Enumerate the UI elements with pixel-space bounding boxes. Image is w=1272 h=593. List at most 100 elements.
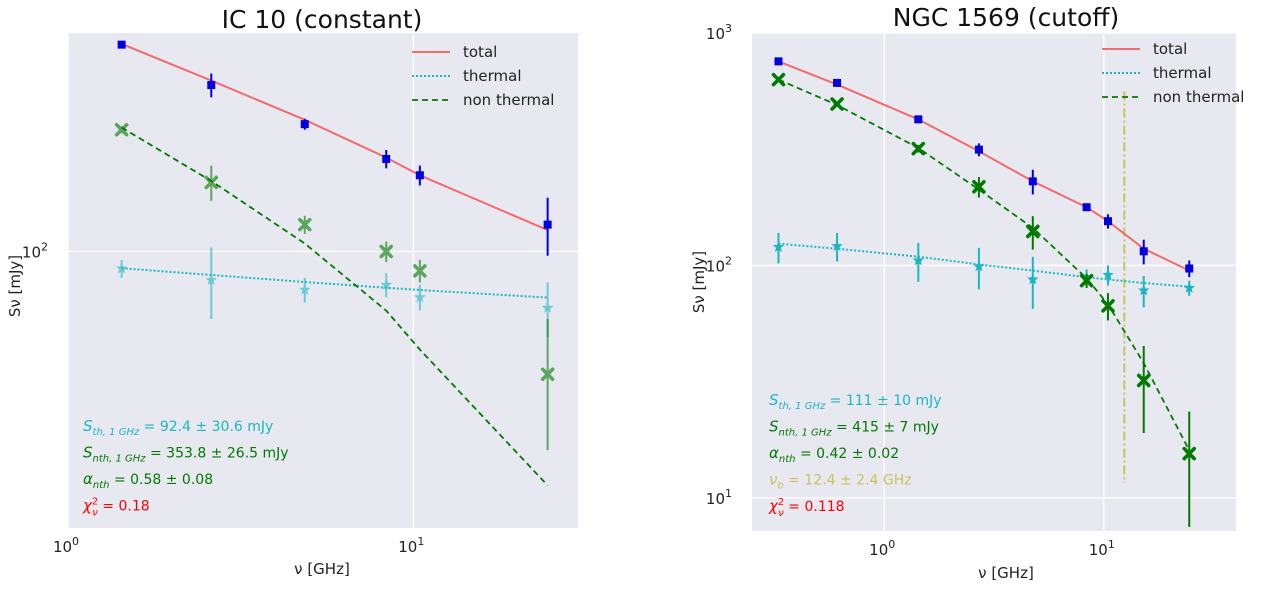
cross-marker (972, 179, 986, 194)
thermal-data-point (831, 232, 843, 262)
non-thermal-data-point (379, 241, 394, 263)
legend: total thermal non thermal (1102, 40, 1244, 106)
plot-area (752, 33, 1236, 531)
square-marker (543, 220, 552, 229)
x-tick-label: 100 (53, 535, 79, 556)
star-marker (115, 262, 128, 274)
plot-area (68, 33, 578, 528)
cross-marker (540, 367, 555, 382)
star-marker (541, 301, 554, 313)
square-marker (1139, 247, 1148, 256)
star-marker (380, 278, 392, 290)
total-data-point (300, 118, 309, 130)
thermal-data-point (973, 247, 985, 290)
cross-marker (771, 72, 786, 87)
thermal-data-point (380, 273, 392, 298)
y-axis-label: Sν [mJy] (6, 255, 24, 317)
square-marker (415, 171, 424, 180)
annotation: αnth = 0.58 ± 0.08 (83, 470, 213, 491)
series-total-line (121, 42, 548, 232)
total-data-point (415, 165, 424, 186)
square-marker (974, 145, 983, 154)
y-axis-label: Sν [mJy] (690, 251, 708, 313)
cross-marker (1079, 273, 1094, 288)
total-data-point (974, 143, 983, 157)
non-thermal-data-point (1136, 346, 1151, 434)
total-data-point (1082, 203, 1091, 212)
thermal-data-point (414, 284, 426, 311)
legend-entry: non thermal (463, 91, 554, 109)
star-marker (299, 283, 311, 295)
x-tick-label: 101 (398, 535, 424, 556)
chart-ngc1569: NGC 1569 (cutoff) ν [GHz] Sν [mJy] 100 10… (690, 3, 1244, 582)
cross-marker (1026, 224, 1040, 239)
star-marker (831, 240, 843, 251)
cross-marker (204, 175, 219, 190)
non-thermal-data-point (1101, 293, 1115, 321)
star-marker (205, 274, 217, 285)
square-marker (1185, 264, 1194, 273)
legend-entry: non thermal (1153, 88, 1244, 106)
square-marker (117, 40, 126, 49)
thermal-data-point (205, 247, 217, 319)
annotation: χ2 ν = 0.18 (82, 497, 150, 519)
star-marker (772, 241, 785, 252)
thermal-data-point (1102, 265, 1114, 286)
total-data-point (1139, 239, 1148, 265)
thermal-data-point (1027, 256, 1039, 309)
non-thermal-data-point (830, 97, 844, 111)
total-data-point (117, 40, 126, 49)
legend-entry: total (463, 43, 497, 61)
star-marker (1138, 284, 1150, 296)
non-thermal-data-point (1026, 216, 1040, 250)
non-thermal-data-point (540, 318, 555, 451)
star-marker (1102, 268, 1114, 280)
star-marker (912, 254, 924, 266)
star-marker (1183, 281, 1195, 293)
cross-marker (1136, 373, 1151, 388)
thermal-data-point (1183, 280, 1195, 296)
chart-ic10: IC 10 (constant) ν [GHz] Sν [mJy] 100 101… (6, 5, 578, 578)
series-non-thermal-line (121, 126, 549, 487)
total-data-point (774, 57, 783, 66)
legend: total thermal non thermal (412, 43, 554, 109)
y-tick-label: 101 (706, 487, 732, 508)
total-data-point (833, 78, 842, 87)
total-data-point (207, 73, 216, 98)
non-thermal-data-point (413, 259, 427, 283)
non-thermal-data-point (972, 177, 986, 198)
annotation: Snth, 1 GHz = 353.8 ± 26.5 mJy (83, 444, 289, 465)
square-marker (207, 81, 216, 90)
square-marker (1103, 217, 1112, 226)
cross-marker (1182, 446, 1197, 461)
non-thermal-data-point (1182, 411, 1197, 527)
chart-title: IC 10 (constant) (222, 5, 423, 34)
x-tick-label: 101 (1089, 538, 1115, 559)
square-marker (1028, 177, 1037, 186)
annotation: Snth, 1 GHz = 415 ± 7 mJy (769, 418, 939, 439)
y-tick-label: 103 (706, 22, 732, 43)
total-data-point (1185, 260, 1194, 278)
cross-marker (830, 97, 844, 111)
cross-marker (413, 264, 427, 278)
cross-marker (379, 244, 394, 259)
non-thermal-data-point (297, 215, 312, 234)
total-data-point (914, 115, 923, 124)
y-tick-label: 102 (706, 254, 732, 275)
thermal-data-point (912, 242, 924, 282)
square-marker (774, 57, 783, 66)
square-marker (833, 78, 842, 87)
annotation: αnth = 0.42 ± 0.02 (769, 444, 899, 465)
star-marker (1027, 273, 1039, 285)
legend-entry: total (1153, 40, 1187, 58)
x-axis-label: ν [GHz] (978, 564, 1034, 582)
cross-marker (911, 141, 926, 156)
annotation: νb = 12.4 ± 2.4 GHz (769, 471, 912, 492)
x-axis-label: ν [GHz] (294, 560, 350, 578)
non-thermal-data-point (114, 122, 129, 137)
star-marker (414, 291, 426, 303)
fit-annotations: Sth, 1 GHz = 92.4 ± 30.6 mJy Snth, 1 GHz … (82, 417, 289, 519)
square-marker (300, 120, 309, 129)
annotation: χ2 ν = 0.118 (768, 497, 845, 519)
